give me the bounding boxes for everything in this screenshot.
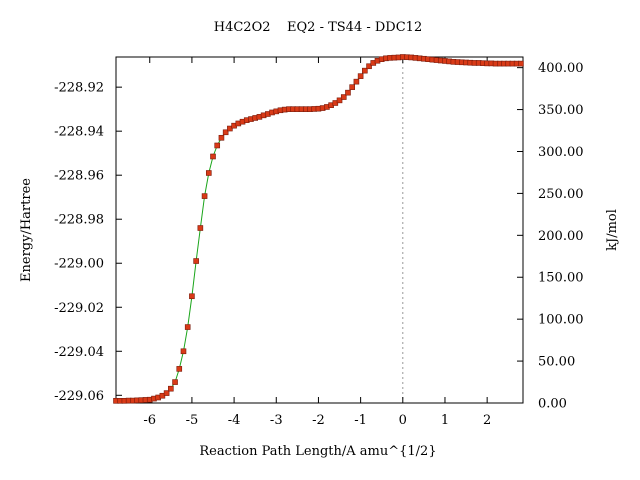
data-point	[218, 134, 225, 141]
data-point	[180, 348, 187, 355]
data-point	[366, 63, 372, 70]
data-point	[336, 97, 343, 104]
y-tick-label: -229.02	[54, 301, 104, 316]
data-point	[362, 67, 368, 74]
data-point	[210, 153, 216, 160]
y2-tick-label: 150.00	[538, 271, 584, 286]
chart-title: H4C2O2 EQ2 - TS44 - DDC12	[214, 20, 422, 35]
y2-tick-label: 300.00	[538, 145, 584, 160]
data-point	[193, 258, 199, 264]
y-tick-label: -228.96	[54, 169, 104, 184]
data-point	[222, 129, 229, 136]
x-axis: -6 -5 -4 -3 -2 -1 0 1 2	[143, 57, 491, 428]
y2-tick-label: 200.00	[538, 229, 584, 244]
data-point	[189, 293, 195, 300]
data-point	[214, 142, 221, 149]
y2-tick-label: 0.00	[538, 397, 567, 412]
y2-axis-label: kJ/mol	[605, 209, 620, 251]
y2-tick-label: 100.00	[538, 313, 584, 328]
y-tick-label: -229.06	[54, 389, 104, 404]
data-point	[340, 94, 347, 100]
x-axis-label: Reaction Path Length/A amu^{1/2}	[199, 444, 436, 459]
y-tick-label: -228.94	[54, 125, 104, 140]
y-tick-label: -229.04	[54, 345, 104, 360]
data-point	[168, 385, 174, 392]
y-tick-label: -228.92	[54, 81, 104, 96]
y-axis-label: Energy/Hartree	[19, 178, 34, 282]
data-point	[353, 78, 360, 85]
x-tick-label: -3	[270, 413, 283, 428]
x-tick-label: -6	[143, 413, 156, 428]
y2-tick-label: 250.00	[538, 187, 584, 202]
x-tick-label: -4	[228, 413, 241, 428]
y-axis-left: -229.06 -229.04 -229.02 -229.00 -228.98 -228.…	[54, 81, 122, 404]
data-point	[184, 324, 191, 330]
x-tick-label: 0	[399, 413, 407, 428]
y-tick-label: -228.98	[54, 213, 104, 228]
data-point	[205, 170, 212, 176]
x-tick-label: 1	[441, 413, 449, 428]
data-point	[201, 193, 208, 199]
y2-tick-label: 50.00	[538, 355, 575, 370]
data-points	[113, 54, 524, 404]
x-tick-label: -2	[312, 413, 325, 428]
data-point	[176, 366, 183, 372]
data-point	[172, 379, 178, 385]
data-point	[357, 73, 364, 79]
y-axis-right: 0.00 50.00 100.00 150.00 200.00 250.00 300.00 3…	[517, 61, 584, 412]
y2-tick-label: 350.00	[538, 103, 584, 118]
data-point	[349, 84, 355, 90]
data-point	[197, 225, 204, 231]
data-point	[518, 60, 524, 67]
data-point	[163, 390, 170, 396]
y2-tick-label: 400.00	[538, 61, 584, 76]
data-point	[345, 89, 351, 96]
data-point	[227, 125, 233, 132]
x-tick-label: -5	[186, 413, 199, 428]
plot-frame	[115, 56, 524, 404]
x-tick-label: 2	[483, 413, 491, 428]
x-tick-label: -1	[354, 413, 367, 428]
y-tick-label: -229.00	[54, 257, 104, 272]
